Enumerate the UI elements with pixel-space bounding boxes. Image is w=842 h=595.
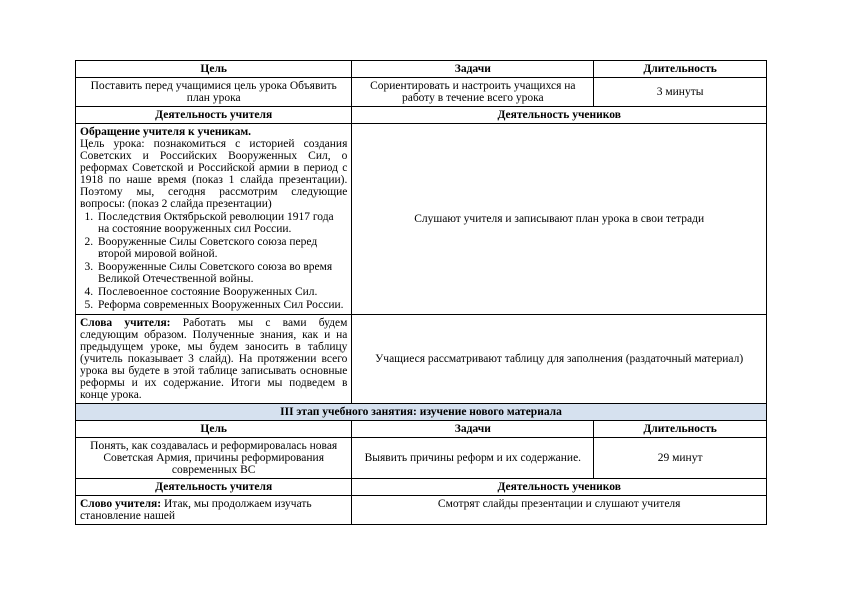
list-item: Послевоенное состояние Вооруженных Сил. xyxy=(96,286,347,298)
students-listen-cell: Слушают учителя и записывают план урока … xyxy=(352,124,767,315)
table-row: Деятельность учителя Деятельность ученик… xyxy=(76,479,767,496)
stage-3-header: III этап учебного занятия: изучение ново… xyxy=(76,404,767,421)
students-watch-cell: Смотрят слайды презентации и слушают учи… xyxy=(352,496,767,525)
duration-cell: 3 минуты xyxy=(594,78,767,107)
table-row: III этап учебного занятия: изучение ново… xyxy=(76,404,767,421)
duration-header: Длительность xyxy=(594,61,767,78)
duration-cell-2: 29 минут xyxy=(594,438,767,479)
teacher-activity-header-2: Деятельность учителя xyxy=(76,479,352,496)
lesson-plan-table: Цель Задачи Длительность Поставить перед… xyxy=(75,60,767,525)
table-row: Слова учителя: Работать мы с вами будем … xyxy=(76,315,767,404)
tasks-cell-2: Выявить причины реформ и их содержание. xyxy=(352,438,594,479)
teacher-words-prefix: Слова учителя: xyxy=(80,317,183,329)
teacher-activity-header: Деятельность учителя xyxy=(76,107,352,124)
questions-list: Последствия Октябрьской революции 1917 г… xyxy=(96,211,347,311)
tasks-header: Задачи xyxy=(352,61,594,78)
table-row: Деятельность учителя Деятельность ученик… xyxy=(76,107,767,124)
list-item: Реформа современных Вооруженных Сил Росс… xyxy=(96,299,347,311)
students-activity-header-2: Деятельность учеников xyxy=(352,479,767,496)
teacher-word-prefix: Слово учителя: xyxy=(80,498,164,510)
table-row: Слово учителя: Итак, мы продолжаем изуча… xyxy=(76,496,767,525)
tasks-cell: Сориентировать и настроить учащихся на р… xyxy=(352,78,594,107)
duration-header-2: Длительность xyxy=(594,421,767,438)
goal-cell-2: Понять, как создавалась и реформировалас… xyxy=(76,438,352,479)
teacher-appeal-cell: Обращение учителя к ученикам. Цель урока… xyxy=(76,124,352,315)
table-row: Цель Задачи Длительность xyxy=(76,61,767,78)
students-activity-header: Деятельность учеников xyxy=(352,107,767,124)
lesson-plan-page: Цель Задачи Длительность Поставить перед… xyxy=(0,0,842,525)
list-item: Вооруженные Силы Советского союза во вре… xyxy=(96,261,347,285)
table-row: Поставить перед учащимися цель урока Объ… xyxy=(76,78,767,107)
table-row: Обращение учителя к ученикам. Цель урока… xyxy=(76,124,767,315)
teacher-words-cell: Слова учителя: Работать мы с вами будем … xyxy=(76,315,352,404)
list-item: Вооруженные Силы Советского союза перед … xyxy=(96,236,347,260)
tasks-header-2: Задачи xyxy=(352,421,594,438)
table-row: Цель Задачи Длительность xyxy=(76,421,767,438)
table-row: Понять, как создавалась и реформировалас… xyxy=(76,438,767,479)
lesson-goal-text: Цель урока: познакомиться с историей соз… xyxy=(80,138,347,210)
goal-cell: Поставить перед учащимися цель урока Объ… xyxy=(76,78,352,107)
teacher-word-cell: Слово учителя: Итак, мы продолжаем изуча… xyxy=(76,496,352,525)
goal-header-2: Цель xyxy=(76,421,352,438)
goal-header: Цель xyxy=(76,61,352,78)
appeal-heading: Обращение учителя к ученикам. xyxy=(80,126,347,138)
list-item: Последствия Октябрьской революции 1917 г… xyxy=(96,211,347,235)
students-view-table-cell: Учащиеся рассматривают таблицу для запол… xyxy=(352,315,767,404)
teacher-words-text: Работать мы с вами будем следующим образ… xyxy=(80,317,347,401)
